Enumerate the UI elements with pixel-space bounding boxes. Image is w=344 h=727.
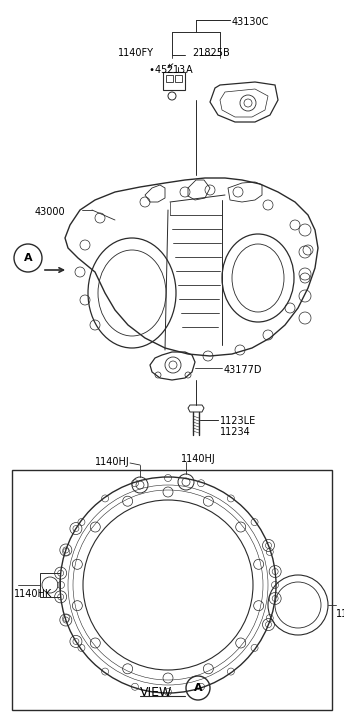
Text: 1140FY: 1140FY bbox=[118, 48, 154, 58]
Text: A: A bbox=[24, 253, 32, 263]
Text: 1123LE: 1123LE bbox=[220, 416, 256, 426]
Text: 43000: 43000 bbox=[35, 207, 66, 217]
Bar bbox=[163, 72, 185, 90]
Text: VIEW: VIEW bbox=[140, 686, 172, 699]
Text: 43177D: 43177D bbox=[224, 365, 262, 375]
Text: $\bullet$45213A: $\bullet$45213A bbox=[148, 63, 194, 75]
Text: A: A bbox=[194, 683, 202, 693]
Bar bbox=[12, 470, 332, 710]
Text: 43130C: 43130C bbox=[232, 17, 269, 27]
Text: 1140HJ: 1140HJ bbox=[181, 454, 216, 464]
Bar bbox=[166, 75, 173, 82]
Bar bbox=[175, 75, 182, 82]
Text: 1140HK: 1140HK bbox=[336, 609, 344, 619]
Text: 11234: 11234 bbox=[220, 427, 251, 437]
Text: 1140HK: 1140HK bbox=[14, 589, 52, 599]
Bar bbox=[40, 573, 60, 597]
Text: 1140HJ: 1140HJ bbox=[95, 457, 130, 467]
Text: 21825B: 21825B bbox=[192, 48, 230, 58]
